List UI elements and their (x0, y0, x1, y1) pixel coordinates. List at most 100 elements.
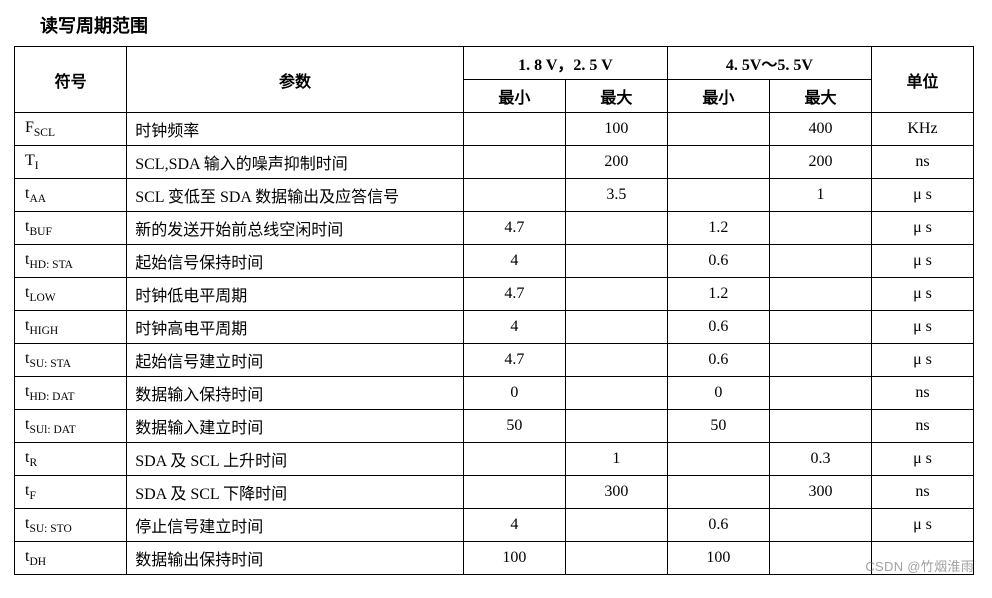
symbol-cell: tHD: STA (15, 245, 127, 278)
value-cell (463, 443, 565, 476)
symbol-sub: DH (29, 556, 46, 568)
value-cell (565, 311, 667, 344)
value-cell: 4.7 (463, 278, 565, 311)
symbol-cell: tBUF (15, 212, 127, 245)
param-cell: 数据输入建立时间 (127, 410, 464, 443)
page-title: 读写周期范围 (40, 12, 978, 38)
value-cell: 300 (769, 476, 871, 509)
value-cell: 1.2 (667, 212, 769, 245)
value-cell: 0.6 (667, 344, 769, 377)
value-cell (667, 179, 769, 212)
value-cell: 3.5 (565, 179, 667, 212)
value-cell: 200 (769, 146, 871, 179)
symbol-cell: tR (15, 443, 127, 476)
unit-cell: ns (871, 377, 973, 410)
value-cell (769, 245, 871, 278)
unit-cell: μ s (871, 245, 973, 278)
unit-cell: μ s (871, 212, 973, 245)
param-cell: 时钟频率 (127, 113, 464, 146)
value-cell (667, 146, 769, 179)
symbol-cell: tHD: DAT (15, 377, 127, 410)
symbol-sub: SU: STO (29, 523, 71, 535)
value-cell: 400 (769, 113, 871, 146)
symbol-cell: tLOW (15, 278, 127, 311)
value-cell (565, 344, 667, 377)
value-cell: 50 (667, 410, 769, 443)
symbol-sub: SCL (34, 127, 55, 139)
symbol-sub: HD: DAT (29, 391, 74, 403)
symbol-sub: I (35, 160, 39, 172)
value-cell (769, 278, 871, 311)
table-row: FSCL时钟频率100400KHz (15, 113, 974, 146)
value-cell (565, 212, 667, 245)
value-cell: 4.7 (463, 212, 565, 245)
symbol-cell: FSCL (15, 113, 127, 146)
value-cell: 1 (769, 179, 871, 212)
unit-cell: μ s (871, 311, 973, 344)
value-cell (565, 410, 667, 443)
symbol-cell: tSU: STO (15, 509, 127, 542)
table-row: tSU: STO停止信号建立时间40.6μ s (15, 509, 974, 542)
unit-cell: ns (871, 476, 973, 509)
symbol-sub: R (29, 457, 37, 469)
value-cell: 200 (565, 146, 667, 179)
unit-cell: ns (871, 146, 973, 179)
table-row: tHD: DAT数据输入保持时间00ns (15, 377, 974, 410)
value-cell: 100 (667, 542, 769, 575)
param-cell: 起始信号保持时间 (127, 245, 464, 278)
table-row: tAASCL 变低至 SDA 数据输出及应答信号 3.5 1μ s (15, 179, 974, 212)
header-low-min: 最小 (463, 80, 565, 113)
header-high-min: 最小 (667, 80, 769, 113)
value-cell: 0.6 (667, 509, 769, 542)
value-cell: 4 (463, 311, 565, 344)
value-cell: 0.6 (667, 245, 769, 278)
param-cell: SCL 变低至 SDA 数据输出及应答信号 (127, 179, 464, 212)
value-cell (769, 410, 871, 443)
symbol-cell: tF (15, 476, 127, 509)
param-cell: SDA 及 SCL 下降时间 (127, 476, 464, 509)
value-cell: 0.3 (769, 443, 871, 476)
symbol-sub: SU: STA (29, 358, 71, 370)
symbol-sub: AA (29, 193, 46, 205)
symbol-sub: HD: STA (29, 259, 73, 271)
param-cell: SCL,SDA 输入的噪声抑制时间 (127, 146, 464, 179)
symbol-main: F (25, 119, 34, 136)
symbol-cell: tAA (15, 179, 127, 212)
table-header: 符号 参数 1. 8 V，2. 5 V 4. 5V～5. 5V 单位 最小 最大… (15, 47, 974, 113)
symbol-cell: tHIGH (15, 311, 127, 344)
symbol-cell: tSU: STA (15, 344, 127, 377)
value-cell (769, 542, 871, 575)
unit-cell: μ s (871, 179, 973, 212)
table-row: tLOW时钟低电平周期4.71.2μ s (15, 278, 974, 311)
param-cell: 数据输出保持时间 (127, 542, 464, 575)
value-cell: 1 (565, 443, 667, 476)
value-cell: 0.6 (667, 311, 769, 344)
header-low-max: 最大 (565, 80, 667, 113)
value-cell (769, 344, 871, 377)
unit-cell: μ s (871, 278, 973, 311)
spec-table: 符号 参数 1. 8 V，2. 5 V 4. 5V～5. 5V 单位 最小 最大… (14, 46, 974, 575)
header-unit: 单位 (871, 47, 973, 113)
header-group-low: 1. 8 V，2. 5 V (463, 47, 667, 80)
table-body: FSCL时钟频率100400KHzTISCL,SDA 输入的噪声抑制时间2002… (15, 113, 974, 575)
value-cell: 100 (463, 542, 565, 575)
symbol-cell: tSUl: DAT (15, 410, 127, 443)
value-cell: 4.7 (463, 344, 565, 377)
table-row: tSUl: DAT数据输入建立时间5050ns (15, 410, 974, 443)
value-cell: 0 (667, 377, 769, 410)
value-cell (769, 509, 871, 542)
value-cell (667, 443, 769, 476)
value-cell (463, 146, 565, 179)
header-symbol: 符号 (15, 47, 127, 113)
value-cell: 50 (463, 410, 565, 443)
header-high-max: 最大 (769, 80, 871, 113)
value-cell (667, 476, 769, 509)
value-cell (565, 509, 667, 542)
value-cell (769, 212, 871, 245)
table-row: TISCL,SDA 输入的噪声抑制时间200200ns (15, 146, 974, 179)
value-cell (769, 311, 871, 344)
table-row: tFSDA 及 SCL 下降时间300300ns (15, 476, 974, 509)
param-cell: 时钟低电平周期 (127, 278, 464, 311)
value-cell: 100 (565, 113, 667, 146)
table-row: tDH数据输出保持时间100100 (15, 542, 974, 575)
